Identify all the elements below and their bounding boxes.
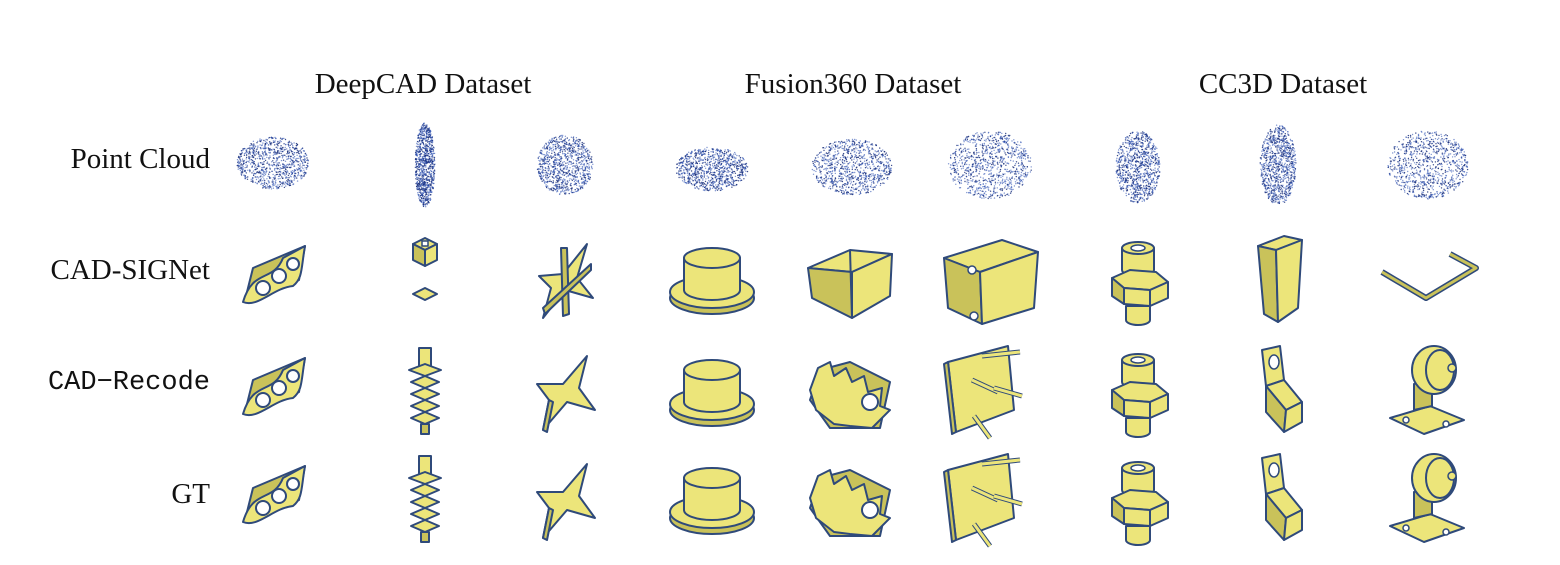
shape-solid-column-stack <box>365 448 485 548</box>
shape-solid-tall-block <box>1218 228 1338 328</box>
shape-solid-hat <box>652 448 772 548</box>
shape-solid-hat <box>652 228 772 328</box>
shape-solid-plate-holes <box>213 340 333 440</box>
rail-render <box>1387 130 1469 200</box>
star-cross-render <box>538 243 594 319</box>
shape-solid-caster <box>1368 448 1488 548</box>
block-split-render <box>811 138 893 196</box>
shape-solid-rail <box>1368 228 1488 328</box>
shape-points-block-split <box>790 115 910 215</box>
caster-render <box>1389 453 1465 543</box>
gear-render <box>809 469 891 537</box>
block-split-render <box>807 249 893 319</box>
bracket-render <box>1261 453 1303 541</box>
hat-render <box>669 359 755 427</box>
shape-solid-column-hex <box>1078 340 1198 440</box>
plate-holes-render <box>236 136 309 190</box>
shape-points-star <box>503 115 623 215</box>
column-hex-render <box>1111 461 1169 546</box>
star-render <box>536 355 596 433</box>
shape-solid-plate-holes <box>213 228 333 328</box>
shape-points-tall-block <box>1218 115 1338 215</box>
shape-solid-column-hex <box>1078 228 1198 328</box>
column-title-cc3d: CC3D Dataset <box>1198 68 1368 100</box>
hat-render <box>676 146 749 192</box>
shape-solid-hat <box>652 340 772 440</box>
shape-solid-gear <box>790 448 910 548</box>
shape-solid-star-cross <box>503 228 623 328</box>
star-render <box>536 463 596 541</box>
shape-solid-box <box>928 228 1048 328</box>
row-label-gt: GT <box>171 478 210 510</box>
caster-render <box>1389 345 1465 435</box>
shape-solid-caster <box>1368 340 1488 440</box>
shape-solid-plate-pins <box>928 448 1048 548</box>
shape-solid-small-cube <box>365 228 485 328</box>
shape-solid-plate-pins <box>928 340 1048 440</box>
column-title-deepcad: DeepCAD Dataset <box>314 68 532 100</box>
column-stack-render <box>414 122 436 208</box>
column-hex-render <box>1111 241 1169 326</box>
plate-pins-render <box>943 345 1023 440</box>
shape-points-column-stack <box>365 115 485 215</box>
shape-solid-bracket <box>1218 448 1338 548</box>
column-hex-render <box>1115 131 1161 204</box>
shape-points-plate-holes <box>213 115 333 215</box>
plate-holes-render <box>242 465 306 525</box>
shape-solid-star <box>503 448 623 548</box>
shape-solid-block-split <box>790 228 910 328</box>
row-label-cad-signet: CAD-SIGNet <box>50 254 211 286</box>
shape-solid-bracket <box>1218 340 1338 440</box>
column-stack-render <box>408 455 442 543</box>
gear-render <box>809 361 891 429</box>
star-render <box>536 134 594 196</box>
shape-solid-plate-holes <box>213 448 333 548</box>
shape-solid-star <box>503 340 623 440</box>
tall-block-render <box>1259 124 1297 205</box>
rail-render <box>1380 251 1479 301</box>
plate-holes-render <box>242 245 306 305</box>
shape-solid-column-stack <box>365 340 485 440</box>
box-render <box>943 239 1039 325</box>
column-hex-render <box>1111 353 1169 438</box>
row-label-point-cloud: Point Cloud <box>70 143 210 175</box>
column-stack-render <box>408 347 442 435</box>
shape-points-column-hex <box>1078 115 1198 215</box>
box-render <box>947 131 1032 200</box>
plate-pins-render <box>943 453 1023 548</box>
shape-points-rail <box>1368 115 1488 215</box>
row-label-cad-recode: CAD−Recode <box>47 368 210 398</box>
shape-solid-gear <box>790 340 910 440</box>
hat-render <box>669 467 755 535</box>
shape-points-hat <box>652 115 772 215</box>
bracket-render <box>1261 345 1303 433</box>
shape-solid-column-hex <box>1078 448 1198 548</box>
plate-holes-render <box>242 357 306 417</box>
tall-block-render <box>1257 235 1303 323</box>
column-title-fusion360: Fusion360 Dataset <box>744 68 962 100</box>
small-cube-render <box>412 237 438 301</box>
shape-points-box <box>928 115 1048 215</box>
hat-render <box>669 247 755 315</box>
